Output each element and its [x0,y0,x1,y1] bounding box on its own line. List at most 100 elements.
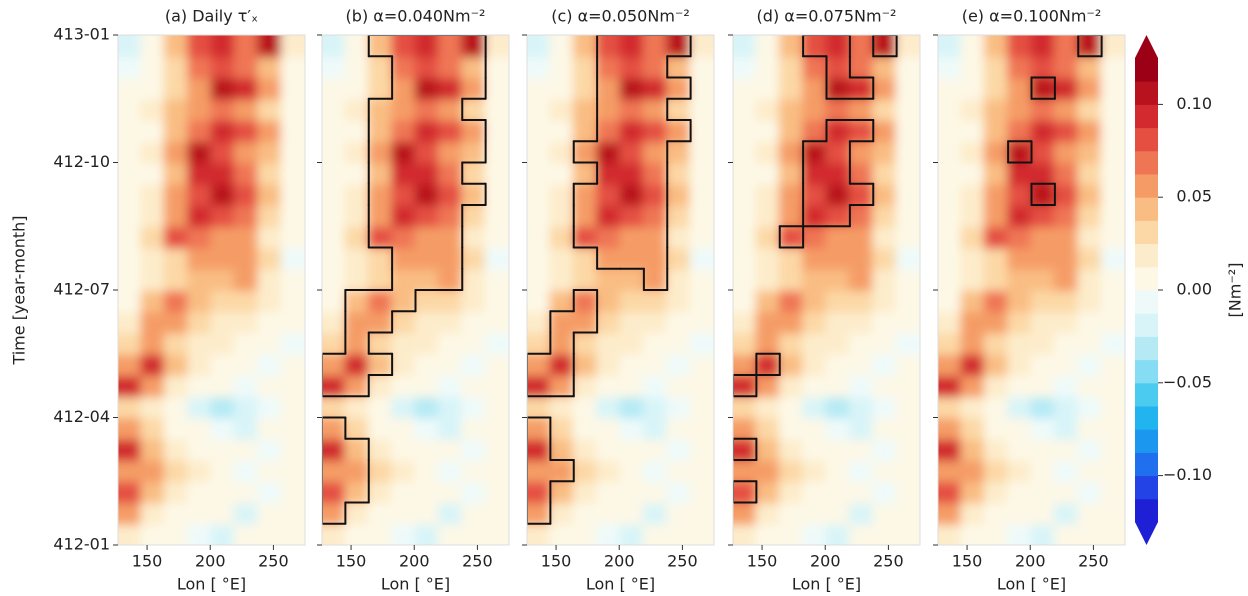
heat-cell [140,76,166,100]
heat-cell [187,76,213,100]
heat-cell [344,480,370,504]
colorbar-swatch [1135,104,1158,129]
heat-cell [549,395,575,419]
heat-cell [572,437,599,461]
heat-cell [210,416,236,440]
heat-cell [895,501,920,525]
heat-cell [140,501,166,525]
heat-cell [1053,182,1080,206]
heat-cell [414,437,440,461]
heat-cell [1100,310,1125,334]
heat-cell [1100,161,1125,185]
heat-cell [233,161,260,185]
heat-cell [233,140,260,164]
heat-cell [983,416,1010,440]
heat-cell [572,352,599,376]
heat-cell [825,119,851,143]
heat-cell [414,310,440,334]
heat-cell [619,374,645,398]
heat-cell [484,501,509,525]
heat-cell [280,437,305,461]
heat-cell [344,97,370,121]
heat-cell [596,437,622,461]
heat-cell [983,119,1010,143]
heat-cell [187,374,213,398]
heat-cell [666,374,692,398]
heat-cell [572,331,599,355]
heat-cell [596,97,622,121]
heat-cell [938,352,963,376]
heat-cell [367,310,394,334]
heat-cell [938,459,963,483]
heat-cell [367,161,394,185]
heat-cell [848,35,875,58]
heat-cell [619,76,645,100]
heat-cell [802,416,828,440]
heat-cell [1030,352,1056,376]
heat-cell [619,310,645,334]
heat-cell [666,522,692,545]
heat-cell [414,267,440,291]
heat-cell [755,395,781,419]
heat-cell [549,501,575,525]
heat-cell [689,140,714,164]
heat-cell [187,55,213,79]
heat-cell [596,76,622,100]
heat-cell [1007,352,1033,376]
heat-cell [437,225,464,249]
heat-cell [461,246,487,270]
heat-cell [848,182,875,206]
heat-cell [118,522,143,545]
heat-cell [414,140,440,164]
heat-cell [1100,522,1125,545]
heat-cell [233,97,260,121]
heat-cell [848,480,875,504]
heat-cell [140,522,166,545]
heat-cell [391,480,417,504]
heat-cell [414,374,440,398]
heat-cell [895,119,920,143]
heat-cell [527,416,552,440]
heat-cell [437,501,464,525]
heat-cell [391,246,417,270]
heat-cell [596,55,622,79]
heat-cell [689,204,714,228]
heat-cell [733,501,758,525]
heat-cell [233,267,260,291]
heat-cell [527,225,552,249]
heat-cell [642,459,669,483]
heat-cell [414,35,440,58]
heat-cell [527,395,552,419]
heat-cell [755,182,781,206]
heat-cell [322,352,347,376]
heat-cell [666,480,692,504]
heat-cell [689,501,714,525]
heat-cell [825,55,851,79]
heat-cell [210,289,236,313]
panel-title: (c) α=0.050Nm⁻² [551,7,690,26]
heat-cell [322,374,347,398]
heat-cell [689,522,714,545]
heat-cell [257,204,283,228]
heat-cell [527,76,552,100]
heat-cell [596,35,622,58]
x-tick-label: 250 [873,552,904,571]
heat-cell [642,331,669,355]
y-tick-label: 412-07 [53,280,110,299]
heat-cell [778,267,805,291]
heat-cell [802,374,828,398]
panel-title: (a) Daily τ′ₓ [165,7,258,26]
heat-cell [1053,416,1080,440]
heat-cell [322,310,347,334]
heat-cell [848,522,875,545]
heat-cell [461,289,487,313]
heat-cell [549,374,575,398]
heat-cell [689,161,714,185]
heat-cell [527,501,552,525]
heat-cell [118,204,143,228]
heat-cell [163,267,190,291]
heat-cell [872,182,898,206]
heat-cell [461,76,487,100]
heat-cell [778,416,805,440]
heat-cell [802,289,828,313]
